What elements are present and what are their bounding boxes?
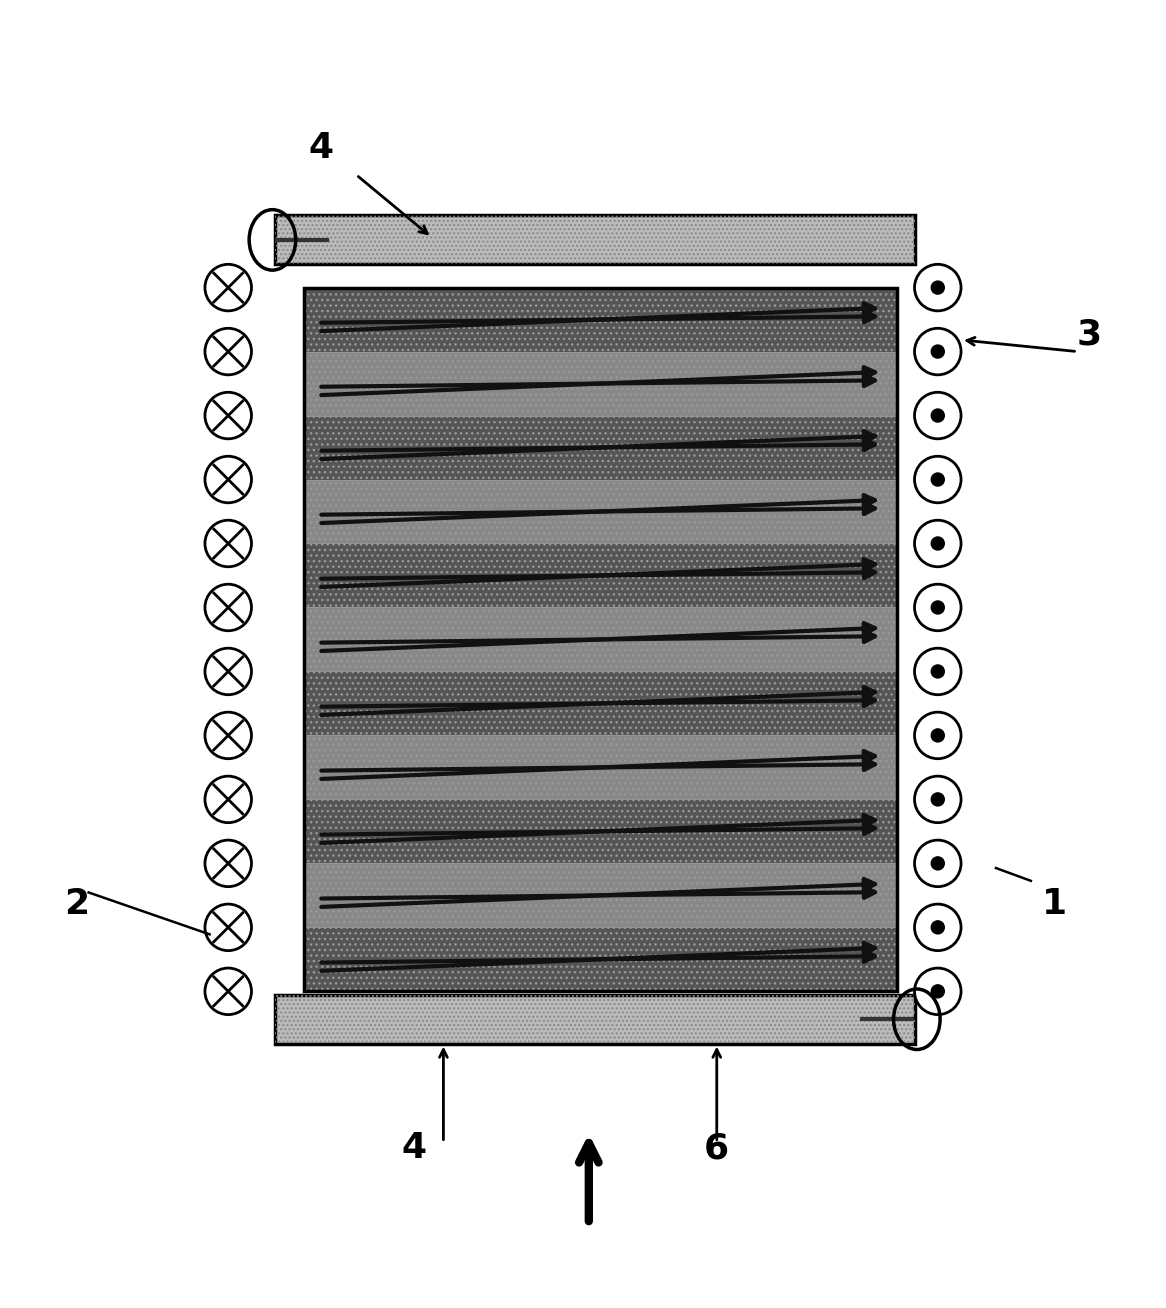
Circle shape — [932, 409, 944, 422]
Circle shape — [932, 664, 944, 678]
Bar — [304, 480, 897, 544]
Circle shape — [205, 264, 252, 311]
Bar — [304, 607, 897, 671]
Circle shape — [932, 345, 944, 358]
Bar — [275, 216, 914, 264]
Text: 1: 1 — [1041, 887, 1067, 921]
Circle shape — [205, 585, 252, 630]
Circle shape — [914, 392, 961, 438]
Circle shape — [932, 793, 944, 806]
Circle shape — [914, 776, 961, 823]
Bar — [275, 995, 914, 1044]
Circle shape — [205, 840, 252, 887]
Circle shape — [914, 328, 961, 375]
Circle shape — [932, 600, 944, 613]
Circle shape — [932, 281, 944, 294]
Circle shape — [932, 857, 944, 870]
Bar — [304, 927, 897, 991]
Circle shape — [205, 328, 252, 375]
Bar — [275, 216, 914, 264]
Circle shape — [205, 712, 252, 759]
Text: 4: 4 — [402, 1131, 427, 1165]
Circle shape — [205, 521, 252, 566]
Circle shape — [914, 521, 961, 566]
Circle shape — [205, 904, 252, 951]
Bar — [304, 288, 897, 352]
Bar — [304, 352, 897, 416]
Bar — [304, 544, 897, 607]
Circle shape — [932, 729, 944, 742]
Text: 4: 4 — [309, 131, 333, 165]
Circle shape — [914, 456, 961, 502]
Bar — [304, 607, 897, 671]
Text: 3: 3 — [1076, 317, 1102, 351]
Circle shape — [914, 840, 961, 887]
Circle shape — [205, 392, 252, 438]
Bar — [304, 671, 897, 735]
Bar — [304, 863, 897, 927]
Bar — [304, 352, 897, 416]
Bar — [304, 671, 897, 735]
Circle shape — [205, 456, 252, 502]
Circle shape — [914, 904, 961, 951]
Bar — [304, 735, 897, 799]
Circle shape — [932, 921, 944, 934]
Bar — [304, 416, 897, 480]
Bar — [304, 863, 897, 927]
Text: 2: 2 — [64, 887, 90, 921]
Bar — [304, 799, 897, 863]
Bar — [304, 288, 897, 991]
Bar — [304, 735, 897, 799]
Circle shape — [914, 264, 961, 311]
Circle shape — [914, 968, 961, 1015]
Bar — [304, 544, 897, 607]
Circle shape — [932, 538, 944, 549]
Bar — [304, 288, 897, 352]
Bar — [275, 995, 914, 1044]
Circle shape — [914, 585, 961, 630]
Text: 6: 6 — [704, 1131, 730, 1165]
Circle shape — [205, 968, 252, 1015]
Circle shape — [914, 649, 961, 695]
Circle shape — [932, 985, 944, 998]
Circle shape — [205, 649, 252, 695]
Bar — [304, 480, 897, 544]
Circle shape — [205, 776, 252, 823]
Bar — [304, 927, 897, 991]
Circle shape — [914, 712, 961, 759]
Bar — [304, 416, 897, 480]
Bar — [304, 799, 897, 863]
Circle shape — [932, 473, 944, 487]
